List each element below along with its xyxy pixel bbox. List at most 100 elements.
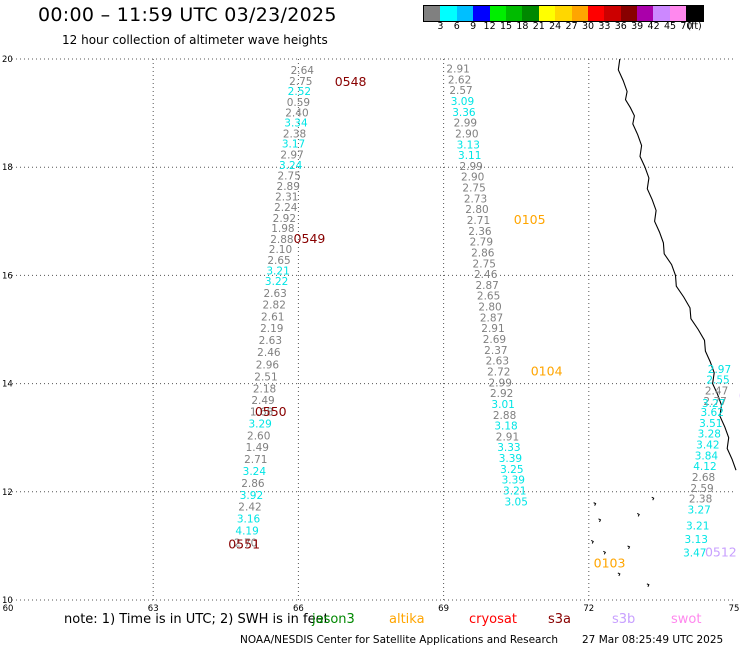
wave-height-label: 2.73 <box>464 193 487 205</box>
satellite-legend-s3b: s3b <box>612 612 636 627</box>
wave-height-label: 2.59 <box>690 483 713 495</box>
colorbar-swatch <box>587 6 605 21</box>
island-mark <box>646 583 650 587</box>
wave-height-label: 1.98 <box>271 223 294 235</box>
wave-height-label: 2.64 <box>291 65 315 77</box>
x-tick-label: 66 <box>293 604 304 612</box>
wave-height-label: 2.42 <box>238 502 261 514</box>
wave-height-label: 2.19 <box>260 323 283 335</box>
colorbar-label: 9 <box>470 21 477 32</box>
wave-height-label: 2.82 <box>263 299 286 311</box>
track-track-b: 2.912.622.573.093.362.992.903.133.112.99… <box>446 64 527 509</box>
satellite-legend-s3a: s3a <box>548 612 572 627</box>
colorbar-label: 24 <box>549 21 562 32</box>
wave-height-label: 2.57 <box>449 85 472 97</box>
wave-height-label: 2.77 <box>703 396 726 408</box>
colorbar-swatch <box>456 6 474 21</box>
colorbar-legend <box>423 5 704 22</box>
colorbar-swatch <box>669 6 687 21</box>
wave-height-label: 3.21 <box>686 521 709 533</box>
wave-height-label: 2.75 <box>473 258 496 270</box>
wave-height-label: 1.68 <box>250 407 273 419</box>
colorbar-label: 45 <box>663 21 677 32</box>
colorbar-swatch <box>424 6 441 21</box>
wave-height-label: 2.99 <box>459 161 482 173</box>
colorbar-label: 3 <box>437 21 444 32</box>
colorbar-label: (ft) <box>687 21 702 32</box>
x-tick-label: 75 <box>729 604 740 612</box>
wave-height-label: 2.71 <box>467 215 490 227</box>
island-mark <box>617 572 621 577</box>
map-subtitle: 12 hour collection of altimeter wave hei… <box>62 33 328 47</box>
wave-height-label: 2.46 <box>257 347 281 359</box>
wave-height-label: 2.92 <box>490 388 513 400</box>
colorbar-label: 18 <box>516 21 529 32</box>
wave-height-label: 3.27 <box>702 398 725 410</box>
wave-height-label: 2.87 <box>475 280 498 292</box>
wave-height-label: 3.13 <box>457 139 480 151</box>
wave-height-label: 2.18 <box>253 383 276 395</box>
pass-time-label: 0104 <box>531 363 563 378</box>
colorbar-swatch <box>686 6 703 21</box>
colorbar-swatch <box>571 6 588 21</box>
colorbar-swatch <box>620 6 638 21</box>
wave-height-label: 3.18 <box>494 421 517 433</box>
wave-height-label: 3.22 <box>265 276 288 288</box>
wave-height-label: 2.86 <box>471 247 495 259</box>
island-mark <box>636 512 640 517</box>
wave-height-label: 2.71 <box>244 454 267 466</box>
y-tick-label: 16 <box>2 271 13 281</box>
wave-height-label: 3.36 <box>452 107 476 119</box>
wave-height-label: 2.91 <box>496 431 519 443</box>
wave-height-label: 2.55 <box>706 375 729 387</box>
wave-height-label: 2.63 <box>259 335 282 347</box>
wave-height-label: 3.01 <box>491 399 514 411</box>
island-mark <box>651 496 655 501</box>
wave-height-label: 2.46 <box>474 269 498 281</box>
colorbar-label: 70 <box>680 21 693 32</box>
wave-height-label: 2.89 <box>277 181 300 193</box>
wave-height-label: 3.13 <box>685 534 708 546</box>
wave-height-label: 2.61 <box>261 311 284 323</box>
wave-height-label: 3.39 <box>499 453 522 465</box>
colorbar-label: 6 <box>453 21 460 32</box>
wave-height-label: 3.17 <box>282 139 305 151</box>
colorbar-swatch <box>440 6 457 21</box>
wave-height-label: 2.88 <box>270 234 293 246</box>
colorbar-label: 33 <box>598 21 611 32</box>
wave-height-label: 2.60 <box>247 430 270 442</box>
wave-height-label: 2.75 <box>278 171 301 183</box>
wave-height-label: 2.24 <box>274 202 298 214</box>
wave-height-label: 2.90 <box>461 172 484 184</box>
satellite-tracks: 2.642.752.520.592.403.342.383.172.973.24… <box>234 64 731 560</box>
satellite-legend-jason3: jason3 <box>312 612 355 627</box>
wave-height-label: 2.38 <box>689 494 712 506</box>
pass-time-label: 0549 <box>294 231 326 246</box>
colorbar-label: 42 <box>647 21 660 32</box>
pass-time-label: 0550 <box>255 404 287 419</box>
pass-time-label: 0105 <box>514 212 546 227</box>
wave-height-label: 2.99 <box>489 377 512 389</box>
x-tick-label: 69 <box>438 604 449 612</box>
island-mark <box>593 502 597 506</box>
wave-height-label: 2.99 <box>454 118 477 130</box>
y-tick-label: 14 <box>2 380 13 390</box>
wave-height-label: 3.34 <box>284 118 308 130</box>
footer-note: note: 1) Time is in UTC; 2) SWH is in fe… <box>64 612 329 627</box>
wave-height-label: 3.51 <box>699 418 722 430</box>
track-track-c: 2.972.552.472.773.273.623.513.283.423.84… <box>683 364 731 560</box>
wave-height-label: 2.70 <box>234 537 257 549</box>
colorbar-swatch <box>505 6 523 21</box>
wave-height-label: 2.52 <box>288 86 311 98</box>
colorbar-label: 12 <box>483 21 496 32</box>
satellite-legend-cryosat: cryosat <box>469 612 517 627</box>
wave-height-label: 3.47 <box>683 548 706 560</box>
colorbar-label: 39 <box>631 21 644 32</box>
island-mark <box>598 518 602 523</box>
wave-height-label: 3.39 <box>502 475 525 487</box>
wave-height-label: 2.40 <box>285 107 308 119</box>
satellite-legend-altika: altika <box>389 612 425 627</box>
wave-height-label: 3.92 <box>240 490 263 502</box>
satellite-legend-swot: swot <box>671 612 702 627</box>
wave-height-label: 2.69 <box>483 334 506 346</box>
